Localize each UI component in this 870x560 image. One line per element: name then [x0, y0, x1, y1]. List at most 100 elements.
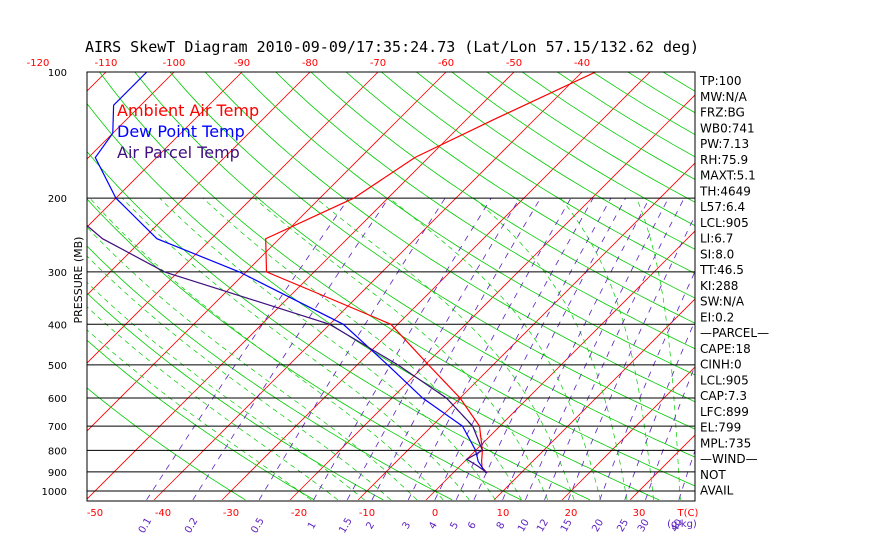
moist-adiabat-line — [560, 197, 655, 500]
dry-adiabat-line — [521, 72, 695, 180]
stat-item: SI:8.0 — [700, 247, 734, 261]
mixing-ratio-tick-label: 6 — [466, 520, 479, 531]
mixing-ratio-tick-label: 15 — [559, 517, 575, 534]
moist-adiabat-line — [254, 197, 549, 501]
dry-adiabat-line — [310, 72, 695, 324]
stat-item: LCL:905 — [700, 216, 749, 230]
mixing-ratio-line — [502, 197, 650, 501]
series-line — [94, 72, 487, 474]
bottom-temp-tick-label: -30 — [223, 508, 239, 519]
pressure-tick-label: 600 — [48, 394, 67, 405]
stat-item: AVAIL — [700, 484, 734, 498]
series-line — [87, 224, 488, 474]
mixing-ratio-line — [473, 197, 626, 501]
moist-adiabat-line — [315, 197, 575, 501]
pressure-tick-label: 500 — [48, 361, 67, 372]
dry-adiabat-line — [134, 72, 695, 458]
mixing-ratio-tick-label: 8 — [495, 520, 508, 531]
bottom-temp-tick-label: -20 — [291, 508, 307, 519]
legend-entry: Ambient Air Temp — [117, 101, 259, 120]
top-temp-tick-label: -70 — [370, 58, 386, 69]
dry-adiabat-line — [87, 387, 246, 501]
top-temp-tick-label: -100 — [163, 58, 186, 69]
top-temp-tick-label: -90 — [234, 58, 250, 69]
stat-item: TT:46.5 — [699, 263, 744, 277]
stat-item: TP:100 — [699, 74, 742, 88]
pressure-tick-label: 1000 — [42, 487, 67, 498]
y-axis-label: PRESSURE (MB) — [72, 237, 85, 324]
stat-item: NOT — [700, 468, 726, 482]
bottom-temp-unit-label: T(C) — [677, 508, 699, 519]
mixing-ratio-line — [371, 197, 541, 501]
moist-adiabat-line — [89, 197, 444, 501]
dry-adiabat-line — [87, 292, 384, 501]
top-temp-tick-label: -50 — [506, 58, 522, 69]
stat-item: EI:0.2 — [700, 310, 734, 324]
pressure-tick-label: 900 — [48, 468, 67, 479]
mixing-ratio-tick-label: 4 — [427, 520, 440, 531]
legend-entry: Dew Point Temp — [117, 122, 245, 141]
mixing-ratio-tick-label: 5 — [448, 520, 461, 531]
mixing-ratio-line — [146, 197, 350, 501]
pressure-tick-label: 800 — [48, 446, 67, 457]
stat-item: CAPE:18 — [700, 342, 751, 356]
isotherm-line — [834, 63, 870, 500]
bottom-temp-tick-label: 0 — [432, 508, 438, 519]
mixing-ratio-tick-label: 1 — [306, 520, 319, 531]
isotherm-line — [425, 230, 695, 501]
plot-frame — [86, 71, 696, 502]
stat-item: WB0:741 — [700, 121, 755, 135]
stat-item: MW:N/A — [700, 90, 748, 104]
sounding-profiles — [87, 72, 596, 474]
isotherm-line — [766, 63, 870, 500]
moist-adiabat-line — [87, 281, 365, 501]
stat-item: RH:75.9 — [700, 153, 748, 167]
stat-item: CAP:7.3 — [700, 389, 747, 403]
isotherm-line — [87, 72, 515, 500]
stat-item: LCL:905 — [700, 373, 749, 387]
mixing-ratio-tick-label: 10 — [516, 518, 532, 535]
bottom-temp-tick-label: -10 — [359, 508, 375, 519]
isotherm-line — [561, 366, 695, 501]
stat-item: CINH:0 — [700, 358, 742, 372]
top-temp-tick-label: -60 — [438, 58, 454, 69]
stat-item: EL:799 — [700, 421, 741, 435]
moist-adiabat-line — [636, 197, 681, 500]
top-temp-tick-label: -120 — [27, 58, 50, 69]
moist-adiabat-line — [473, 197, 628, 500]
isotherm-line — [87, 72, 243, 228]
mixing-ratio-line — [455, 197, 612, 501]
dry-adiabat-line — [381, 72, 695, 274]
stat-item: MAXT:5.1 — [700, 169, 756, 183]
mixing-ratio-tick-label: 2 — [364, 520, 377, 531]
mixing-ratio-tick-label: 25 — [615, 517, 631, 534]
pressure-tick-label: 400 — [48, 320, 67, 331]
isotherm-line — [87, 72, 311, 296]
dry-adiabat-line — [275, 72, 695, 350]
isotherm-line — [357, 162, 695, 501]
mixing-ratio-tick-label: 0.1 — [137, 516, 154, 535]
mixing-ratio-tick-label: 3 — [401, 520, 414, 531]
bottom-temp-tick-label: 20 — [565, 508, 578, 519]
top-temp-tick-label: -80 — [302, 58, 318, 69]
dry-adiabat-line — [87, 245, 453, 501]
dry-adiabat-line — [169, 72, 695, 430]
chart-title: AIRS SkewT Diagram 2010-09-09/17:35:24.7… — [85, 38, 699, 56]
pressure-tick-label: 100 — [48, 68, 67, 79]
stat-item: SW:N/A — [700, 295, 745, 309]
isotherm-line — [493, 298, 695, 501]
series-line — [265, 72, 596, 474]
dry-adiabat-line — [204, 72, 695, 403]
dry-adiabat-line — [87, 150, 591, 501]
mixing-ratio-tick-label: 12 — [535, 517, 551, 534]
stat-item: LFC:899 — [700, 405, 749, 419]
mixing-ratio-line — [525, 197, 669, 501]
stat-item: KI:288 — [700, 279, 738, 293]
dry-adiabat-line — [416, 72, 695, 250]
bottom-temp-tick-label: 30 — [633, 508, 646, 519]
mixing-ratio-unit-label: (g/kg) — [667, 519, 697, 530]
moist-adiabat-line — [87, 255, 391, 501]
mixing-ratio-line — [407, 197, 572, 501]
mixing-ratio-line — [313, 197, 492, 501]
